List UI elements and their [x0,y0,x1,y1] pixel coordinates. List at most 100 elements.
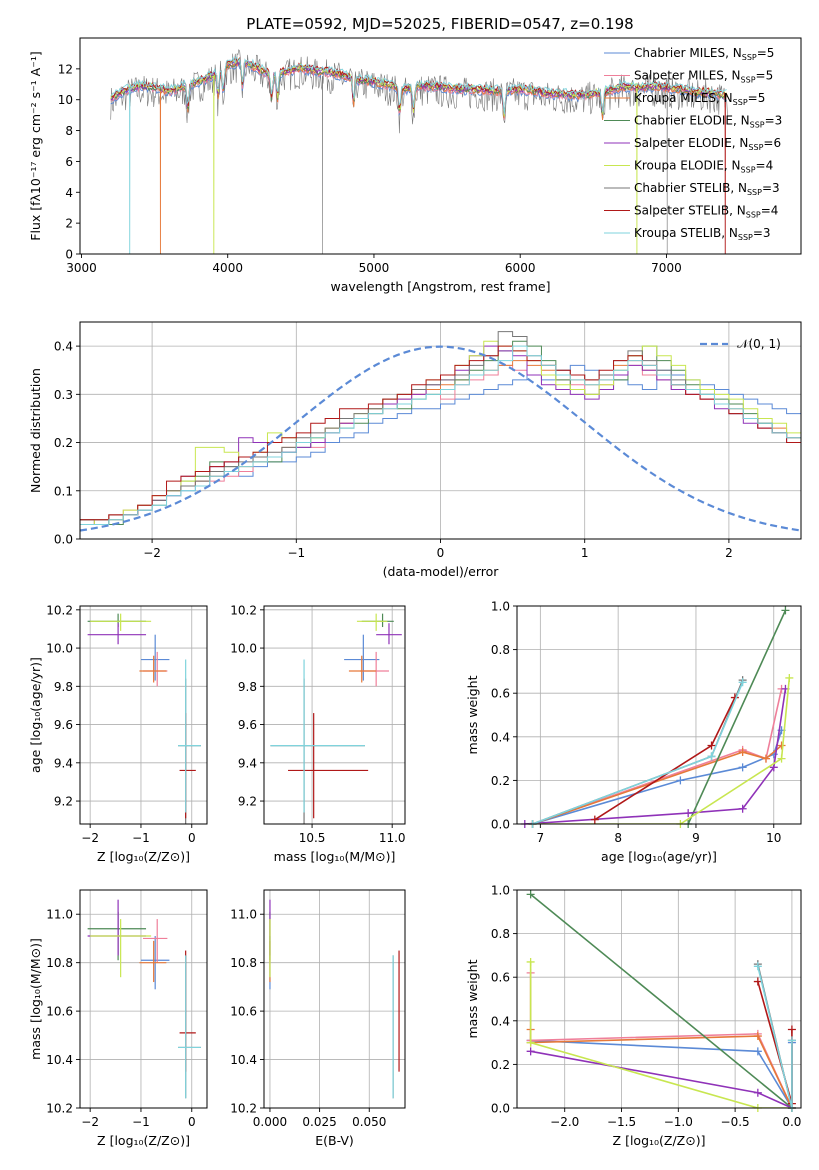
axes-frame [79,321,802,540]
axes-frame [263,605,406,825]
x-tick-label: 11.0 [379,831,406,845]
x-tick-label: −1.5 [607,1115,636,1129]
legend-value: =4 [761,204,779,218]
weight-marker [738,763,747,772]
x-tick-label: 5000 [359,261,390,275]
y-tick-label: 0.2 [491,1058,510,1072]
histogram-chabrier-stelib [80,331,801,521]
weight-marker [526,1047,535,1056]
weight-line-salpeter-miles [532,688,783,824]
x-tick-label: 7 [537,831,545,845]
weight-line-chabrier-stelib [532,679,744,824]
y-tick-label: 9.8 [238,680,257,694]
y-tick-label: 10.8 [230,956,257,970]
y-tick-label: 2 [65,217,73,231]
x-tick-label: 10 [766,831,781,845]
weight-marker [738,748,747,757]
weight-line-salpeter-stelib [594,697,736,821]
legend-label: Chabrier STELIB, NSSP=3 [634,181,780,197]
x-tick-label: −1 [132,1115,150,1129]
axes-frame [79,889,208,1109]
y-tick-label: 0.4 [491,1014,510,1028]
weight-marker [753,962,762,971]
y-tick-label: 10 [58,93,73,107]
histogram-kroupa-stelib [80,345,801,526]
weight-marker [526,1038,535,1047]
y-tick-label: 1.0 [491,884,510,898]
legend-value: =5 [756,69,774,83]
y-tick-label: 0.4 [491,730,510,744]
x-tick-label: 10.5 [299,831,326,845]
legend-value: =5 [748,91,766,105]
weight-marker [753,1088,762,1097]
y-tick-label: 10.4 [46,1053,73,1067]
legend-label: Chabrier ELODIE, NSSP=3 [634,114,782,130]
y-tick-label: 10.2 [46,603,73,617]
legend-subscript: SSP [746,211,761,220]
legend-label: Kroupa MILES, NSSP=5 [634,91,765,107]
x-tick-label: 0 [188,831,196,845]
x-tick-label: −2.0 [550,1115,579,1129]
legend-subscript: SSP [750,121,765,130]
y-tick-label: 0.0 [54,533,73,547]
y-axis-label: Flux [fλ10⁻¹⁷ erg cm⁻² s⁻¹ A⁻¹] [28,51,43,240]
y-tick-label: 0.6 [491,687,510,701]
x-axis-label: (data-model)/error [383,564,500,579]
y-tick-label: 10.6 [46,1005,73,1019]
weight-marker [753,977,762,986]
legend-label: Kroupa STELIB, NSSP=3 [634,226,771,242]
spectrum-kroupa-elodie [110,58,727,254]
weight-marker [526,890,535,899]
y-tick-label: 9.6 [54,718,73,732]
axes-frame [263,889,406,1109]
x-tick-label: 0.025 [302,1115,336,1129]
y-tick-label: 10.2 [230,1102,257,1116]
legend-subscript: SSP [733,98,748,107]
weight-marker [738,678,747,687]
y-tick-label: 10.0 [230,642,257,656]
x-tick-label: 2 [725,546,733,560]
x-tick-label: 0.050 [352,1115,386,1129]
spectrum-salpeter-stelib [110,56,728,254]
legend-label: 𝒩(0, 1) [737,337,781,351]
legend-label: Kroupa ELODIE, NSSP=4 [634,159,773,175]
y-tick-label: 0 [65,248,73,262]
legend-subscript: SSP [738,233,753,242]
y-tick-label: 10.0 [46,642,73,656]
axes-frame [79,605,208,825]
x-tick-label: −2 [143,546,161,560]
weight-marker [526,957,535,966]
y-tick-label: 9.8 [54,680,73,694]
weight-marker [769,763,778,772]
y-tick-label: 0.4 [54,340,73,354]
y-tick-label: 10.8 [46,956,73,970]
x-tick-label: 0 [437,546,445,560]
legend-value: =6 [763,136,781,150]
weight-line-kroupa-stelib [757,966,793,1108]
spectrum-kroupa-stelib [110,56,727,254]
y-tick-label: 9.6 [238,718,257,732]
y-tick-label: 0.0 [491,818,510,832]
histogram-salpeter-elodie [80,345,801,526]
x-axis-label: Z [log₁₀(Z/Z⊙)] [97,1133,190,1148]
normal-curve [80,345,801,532]
y-tick-label: 0.6 [491,971,510,985]
y-tick-label: 0.8 [491,643,510,657]
weight-line-salpeter-miles [529,972,793,1108]
plots-layer: 3000 4000 5000 6000 7000024681012wavelength … [28,37,802,1148]
y-tick-label: 10.4 [230,1053,257,1067]
y-tick-label: 0.2 [491,774,510,788]
legend-value: =3 [762,181,780,195]
x-axis-label: Z [log₁₀(Z/Z⊙)] [613,1133,706,1148]
legend-value: =4 [756,159,774,173]
y-tick-label: 10.6 [230,1005,257,1019]
y-tick-label: 4 [65,186,73,200]
y-tick-label: 0.1 [54,484,73,498]
y-tick-label: 11.0 [46,908,73,922]
weight-line-kroupa-miles [529,1029,793,1108]
y-tick-label: 10.2 [230,603,257,617]
x-tick-label: 7000 [651,261,682,275]
weight-marker [753,1032,762,1041]
x-axis-label: wavelength [Angstrom, rest frame] [330,279,550,294]
